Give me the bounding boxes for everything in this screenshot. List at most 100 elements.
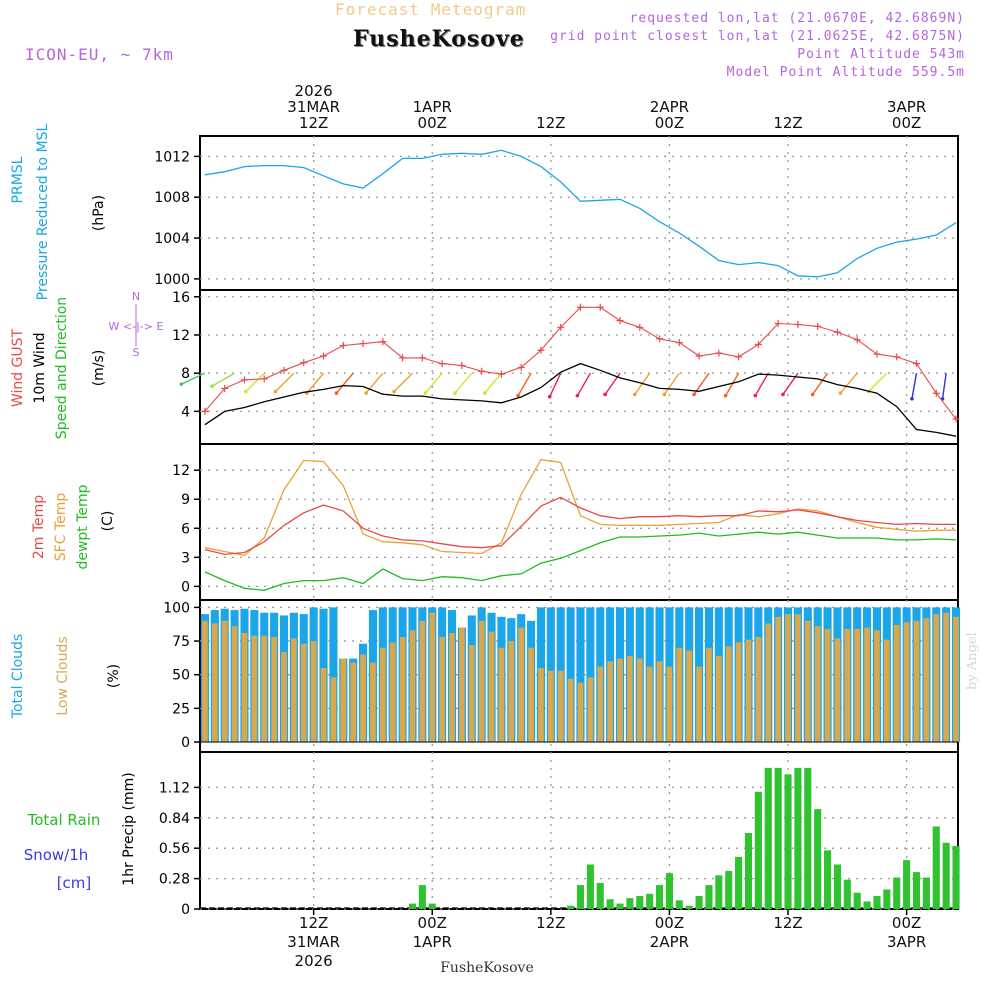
wind-arrow [365, 372, 384, 394]
wind-gust-marker [260, 375, 268, 383]
low-cloud-bar [834, 638, 841, 742]
low-cloud-bar [824, 628, 831, 742]
precip-bar [744, 833, 753, 909]
precip-bar [932, 826, 940, 909]
precip-bar [833, 864, 841, 909]
precip-bar [754, 791, 762, 909]
low-cloud-bar [745, 639, 752, 742]
wind-gust-marker [735, 353, 743, 361]
y-tick-label: 0 [181, 579, 190, 595]
low-cloud-bar [893, 624, 900, 742]
precip-bar [626, 898, 634, 909]
wind-gust-marker [320, 352, 328, 360]
low-cloud-bar [528, 647, 534, 742]
low-cloud-bar [804, 620, 811, 742]
precip-bar [853, 892, 861, 909]
y-tick-label: 9 [181, 492, 190, 508]
grid-point-coords: grid point closest lon,lat (21.0625E, 42… [550, 29, 965, 44]
precip-bar [952, 846, 960, 909]
precip-bar [893, 877, 901, 909]
requested-coords: requested lon,lat (21.0670E, 42.6869N) [629, 11, 965, 26]
precip-snow-label: Snow/1h [24, 846, 89, 864]
low-cloud-bar [271, 637, 277, 742]
wind-arrow [454, 372, 473, 394]
temp-unit: (C) [100, 511, 116, 532]
precip-bar [912, 872, 921, 909]
top-time-label: 31MAR [287, 98, 340, 116]
wind-arrow-head [575, 393, 580, 398]
wind-gust-marker [517, 363, 525, 371]
footer-location: FusheKosove [440, 960, 534, 976]
y-tick-label: 16 [172, 290, 190, 306]
model-name: ICON-EU, ~ 7km [25, 45, 174, 64]
wind-arrow [245, 372, 265, 393]
wind-gust-marker [201, 407, 209, 415]
low-cloud-bar [557, 670, 564, 742]
precip-bar [725, 871, 733, 909]
low-cloud-bar [350, 662, 357, 742]
wind-arrow-head [603, 392, 607, 397]
wind-arrow-head [244, 389, 248, 394]
bottom-time-label: 2APR [650, 933, 689, 951]
wind-arrow [911, 373, 918, 399]
wind-gust-marker [399, 354, 407, 362]
precip-bar [903, 860, 911, 909]
top-time-label: 1APR [413, 98, 452, 116]
wind-gust-marker [873, 350, 881, 358]
precip-bar [764, 767, 772, 909]
wind-arrow-head [516, 393, 520, 398]
wind-arrow [812, 372, 829, 395]
y-tick-label: 25 [172, 701, 190, 717]
low-cloud-bar [646, 666, 653, 742]
low-cloud-bar [419, 620, 426, 742]
low-cloud-bar [775, 616, 781, 742]
wind-label: 10m Wind [32, 332, 48, 403]
wind-label: Speed and Direction [54, 297, 70, 439]
top-time-label: 2026 [295, 82, 333, 100]
wind-gust-marker [616, 317, 624, 325]
low-cloud-bar [587, 677, 594, 742]
low-cloud-bar [449, 632, 455, 742]
precip-bar [794, 767, 802, 909]
low-cloud-bar [627, 655, 633, 742]
wind-arrow-head [179, 382, 184, 386]
location-title: FusheKosove [353, 26, 525, 52]
low-cloud-bar [498, 647, 505, 742]
y-tick-label: 0.56 [159, 841, 190, 857]
top-time-label: 12Z [299, 114, 328, 132]
clouds-label: Low Clouds [55, 636, 71, 715]
model-altitude: Model Point Altitude 559.5m [726, 65, 965, 80]
low-cloud-bar [488, 631, 495, 742]
wind-gust-marker [339, 341, 347, 349]
precip-bar [863, 901, 871, 909]
top-time-label: 00Z [655, 114, 684, 132]
low-cloud-bar [874, 630, 880, 742]
wind-arrow [754, 372, 769, 397]
y-tick-label: 1000 [154, 272, 190, 288]
total-cloud-bar [566, 607, 575, 742]
low-cloud-bar [755, 637, 762, 742]
precip-bar [586, 864, 594, 909]
precip-bar [695, 895, 703, 909]
precip-bar [715, 875, 723, 909]
precip-bar [735, 856, 743, 909]
precip-bar [942, 842, 950, 909]
y-tick-label: 0.28 [159, 872, 190, 888]
low-cloud-bar [923, 618, 930, 742]
wind-arrow [941, 373, 947, 400]
low-cloud-bar [508, 641, 515, 742]
y-tick-label: 4 [181, 404, 190, 420]
total-cloud-bar [329, 607, 338, 742]
low-cloud-bar [567, 678, 574, 742]
wind-arrow [517, 372, 532, 397]
clouds-unit: (%) [106, 664, 122, 688]
low-cloud-bar [429, 612, 436, 742]
wind-gust-marker [557, 323, 565, 331]
precip-bar [428, 903, 436, 909]
low-cloud-bar [231, 626, 238, 742]
top-time-label: 3APR [887, 98, 926, 116]
wind-gust-marker [754, 341, 762, 349]
y-tick-label: 8 [181, 366, 190, 382]
wind-arrow [424, 372, 443, 394]
wind-arrow-head [910, 396, 914, 401]
